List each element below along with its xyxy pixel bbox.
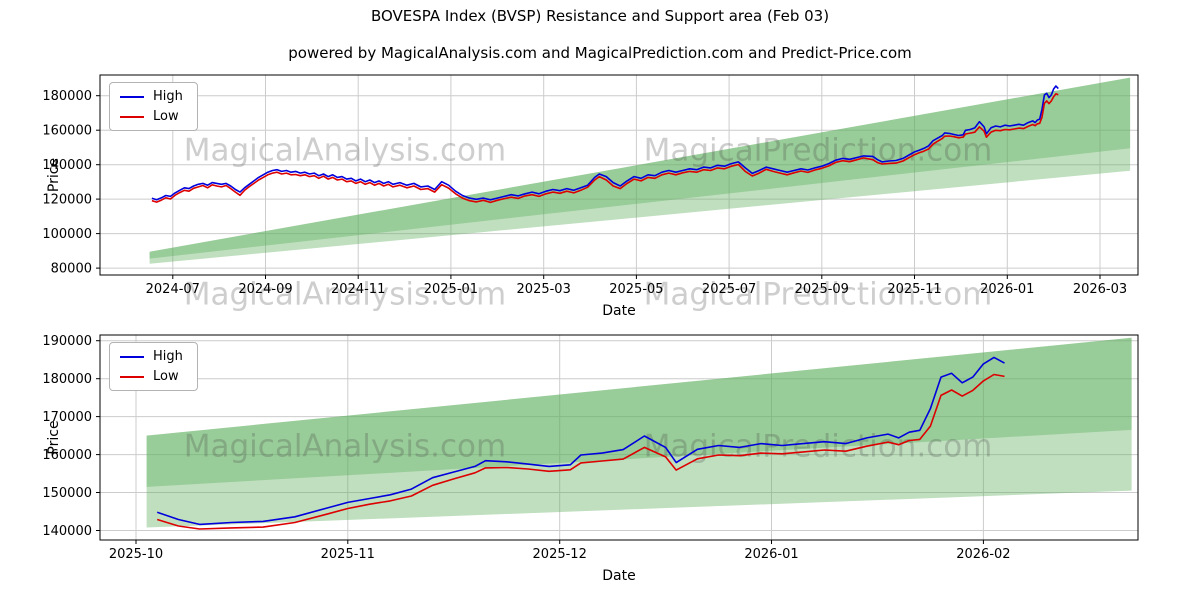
legend-label-low: Low [153,369,179,384]
legend-item-low: Low [120,110,183,123]
x-tick-label: 2026-01 [744,547,798,562]
legend-bottom-chart: High Low [109,342,198,391]
legend-item-low: Low [120,370,183,383]
low-line-swatch [120,375,144,378]
x-tick-label: 2025-03 [517,282,571,297]
x-tick-label: 2024-11 [331,282,385,297]
legend-label-high: High [153,89,183,104]
watermark-text: MagicalPrediction.com [644,133,993,169]
low-line [156,373,1005,530]
y-tick-label: 160000 [42,124,92,139]
watermark-text: MagicalAnalysis.com [184,133,506,169]
y-tick-label: 120000 [42,193,92,208]
x-tick-label: 2025-11 [321,547,375,562]
x-tick-label: 2026-01 [980,282,1034,297]
y-tick-label: 100000 [42,227,92,242]
x-tick-label: 2024-07 [146,282,200,297]
watermark-text: MagicalPrediction.com [644,277,993,313]
support-resistance-band [146,337,1132,487]
y-tick-label: 150000 [42,486,92,501]
chart-title: BOVESPA Index (BVSP) Resistance and Supp… [370,7,830,25]
y-tick-label: 140000 [42,524,92,539]
x-tick-label: 2025-09 [795,282,849,297]
y-tick-label: 180000 [42,372,92,387]
high-line [151,85,1059,201]
support-resistance-band [146,337,1132,528]
x-tick-label: 2026-03 [1073,282,1127,297]
plot-border [99,334,1139,541]
watermark-text: MagicalAnalysis.com [184,429,506,465]
x-tick-label: 2025-01 [424,282,478,297]
low-line-swatch [120,115,144,118]
y-tick-label: 190000 [42,334,92,349]
x-tick-label: 2025-10 [109,547,163,562]
y-tick-label: 180000 [42,89,92,104]
x-axis-label: Date [602,568,635,584]
watermark-text: MagicalAnalysis.com [184,277,506,313]
legend-item-high: High [120,90,183,103]
x-tick-label: 2024-09 [238,282,292,297]
x-tick-label: 2026-02 [956,547,1010,562]
x-tick-label: 2025-11 [887,282,941,297]
x-axis-label: Date [602,303,635,319]
high-line-swatch [120,355,144,358]
y-tick-label: 80000 [51,262,92,277]
y-tick-label: 160000 [42,448,92,463]
legend-label-low: Low [153,109,179,124]
legend-item-high: High [120,350,183,363]
x-tick-label: 2025-05 [609,282,663,297]
x-tick-label: 2025-07 [702,282,756,297]
plot-border [99,74,1139,276]
y-tick-label: 170000 [42,410,92,425]
legend-label-high: High [153,349,183,364]
low-line [151,93,1059,204]
y-axis-label: Price [46,420,62,454]
y-tick-label: 140000 [42,158,92,173]
high-line [156,356,1005,526]
support-resistance-band [149,77,1131,264]
high-line-swatch [120,95,144,98]
chart-subtitle: powered by MagicalAnalysis.com and Magic… [288,44,912,62]
x-tick-label: 2025-12 [533,547,587,562]
support-resistance-band [149,77,1131,259]
legend-top-chart: High Low [109,82,198,131]
y-axis-label: Price [46,158,62,192]
